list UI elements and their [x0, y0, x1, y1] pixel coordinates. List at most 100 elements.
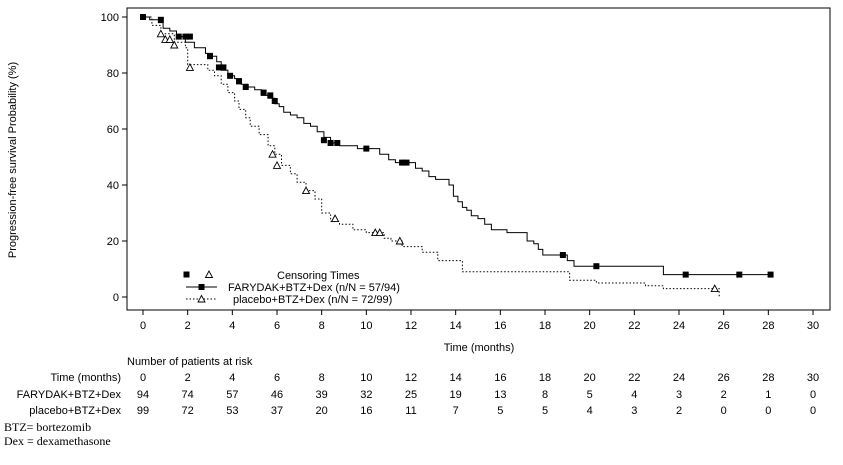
risk-count-cell: 46 — [271, 389, 283, 401]
legend-label-placebo: placebo+BTZ+Dex (n/N = 72/99) — [233, 294, 392, 306]
risk-count-cell: 2 — [676, 405, 682, 417]
risk-count-cell: 39 — [316, 389, 328, 401]
censor-marker-farydak — [186, 33, 193, 40]
x-tick-label: 14 — [450, 320, 462, 332]
survival-curves — [140, 14, 774, 297]
censor-marker-farydak — [559, 252, 566, 258]
censor-marker-placebo — [272, 160, 282, 169]
risk-time-cell: 28 — [762, 372, 774, 384]
legend-censor-triangle-marker — [204, 270, 214, 278]
risk-count-cell: 0 — [765, 405, 771, 417]
censor-marker-placebo — [301, 186, 311, 195]
censor-marker-placebo — [185, 62, 195, 71]
censor-marker-farydak — [220, 64, 227, 71]
censor-marker-farydak — [236, 78, 243, 85]
y-axis: 0 20 40 60 80 100 — [101, 12, 127, 304]
censor-marker-farydak — [736, 271, 743, 278]
risk-time-cell: 10 — [360, 372, 372, 384]
y-axis-title: Progression-free survival Probability (%… — [7, 62, 19, 258]
censor-marker-farydak — [403, 159, 410, 166]
risk-count-cell: 37 — [271, 405, 283, 417]
risk-count-cell: 4 — [587, 405, 593, 417]
risk-time-cell: 2 — [185, 372, 191, 384]
x-tick-label: 22 — [628, 320, 640, 332]
plot-frame — [126, 7, 831, 311]
risk-time-cell: 0 — [140, 372, 146, 384]
legend: Censoring Times FARYDAK+BTZ+Dex (n/N = 5… — [183, 270, 400, 306]
x-axis-title: Time (months) — [444, 342, 515, 354]
risk-count-cell: 7 — [453, 405, 459, 417]
risk-time-cell: 26 — [718, 372, 730, 384]
censor-marker-farydak — [227, 72, 234, 79]
x-tick-label: 24 — [673, 320, 685, 332]
censor-marker-farydak — [271, 98, 278, 104]
risk-count-cell: 72 — [182, 405, 194, 417]
censor-marker-farydak — [363, 145, 370, 152]
x-tick-label: 12 — [405, 320, 417, 332]
risk-count-cell: 0 — [810, 405, 816, 417]
y-tick-label: 0 — [113, 292, 119, 304]
risk-count-cell: 94 — [137, 389, 149, 401]
censor-marker-placebo — [330, 214, 340, 223]
x-tick-label: 28 — [762, 320, 774, 332]
censor-marker-farydak — [175, 33, 182, 40]
risk-time-cell: 30 — [807, 372, 819, 384]
censor-marker-farydak — [242, 84, 249, 90]
risk-time-cell: 16 — [494, 372, 506, 384]
risk-count-cell: 3 — [631, 405, 637, 417]
risk-count-cell: 99 — [137, 405, 149, 417]
censor-marker-placebo — [170, 40, 179, 49]
censor-marker-placebo — [710, 284, 719, 293]
x-tick-label: 8 — [319, 320, 325, 332]
risk-count-cell: 25 — [405, 389, 417, 401]
legend-label-farydak: FARYDAK+BTZ+Dex (n/N = 57/94) — [228, 282, 400, 294]
censor-marker-farydak — [267, 92, 274, 99]
x-tick-label: 10 — [360, 320, 372, 332]
risk-table-title: Number of patients at risk — [127, 356, 253, 368]
x-tick-label: 2 — [185, 320, 191, 332]
y-tick-label: 80 — [107, 68, 119, 80]
risk-count-cell: 19 — [450, 389, 462, 401]
legend-censor-square-marker — [183, 271, 190, 278]
legend-marker-farydak — [198, 284, 205, 290]
legend-marker-placebo — [197, 294, 206, 303]
risk-count-cell: 2 — [721, 389, 727, 401]
risk-time-cell: 6 — [274, 372, 280, 384]
risk-time-cell: 12 — [405, 372, 417, 384]
x-tick-label: 4 — [229, 320, 235, 332]
censor-marker-farydak — [767, 271, 774, 278]
risk-count-cell: 0 — [810, 389, 816, 401]
y-tick-label: 40 — [107, 180, 119, 192]
censor-marker-placebo — [395, 236, 405, 245]
footnote-dex: Dex = dexamethasone — [4, 434, 111, 448]
risk-time-cell: 22 — [628, 372, 640, 384]
risk-count-cell: 20 — [316, 405, 328, 417]
series-line-farydak — [143, 16, 771, 276]
risk-count-cell: 57 — [226, 389, 238, 401]
y-tick-label: 60 — [107, 124, 119, 136]
censor-marker-farydak — [157, 16, 164, 23]
x-tick-label: 26 — [718, 320, 730, 332]
risk-count-cell: 53 — [226, 405, 238, 417]
risk-count-cell: 1 — [765, 389, 771, 401]
risk-count-cell: 5 — [587, 389, 593, 401]
series-line-placebo — [143, 16, 720, 297]
censor-marker-farydak — [260, 89, 267, 96]
x-tick-label: 0 — [140, 320, 146, 332]
legend-title: Censoring Times — [277, 270, 360, 282]
censor-marker-farydak — [593, 263, 600, 270]
censor-marker-farydak — [334, 140, 341, 146]
censor-marker-farydak — [682, 271, 689, 278]
x-tick-label: 30 — [807, 320, 819, 332]
x-tick-label: 6 — [274, 320, 280, 332]
censor-marker-placebo — [156, 29, 166, 38]
risk-time-cell: 18 — [539, 372, 551, 384]
censor-marker-placebo — [165, 34, 175, 43]
y-tick-label: 100 — [101, 12, 119, 24]
risk-count-cell: 5 — [542, 405, 548, 417]
risk-time-cell: 20 — [584, 372, 596, 384]
risk-table: Number of patients at risk Time (months)… — [17, 356, 819, 417]
risk-row-label-placebo: placebo+BTZ+Dex — [29, 405, 121, 417]
